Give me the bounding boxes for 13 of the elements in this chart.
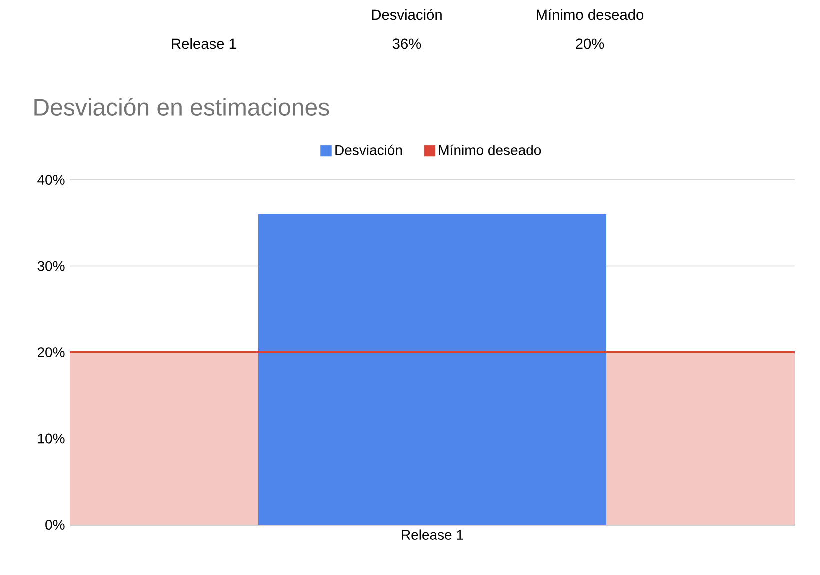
text: Desviación (372, 9, 442, 20)
y-tick-label: 10% (38, 434, 65, 444)
text: 20% (576, 38, 604, 50)
text: 36% (392, 38, 422, 50)
y-tick-label: 0% (46, 520, 65, 530)
legend-label: Mínimo deseado (439, 144, 542, 156)
legend-label: Desviación (336, 144, 402, 156)
text: Mínimo deseado (537, 9, 644, 20)
category-label: Release 1 (172, 38, 236, 50)
y-tick-label: 20% (38, 348, 65, 358)
y-tick-label: 40% (38, 175, 65, 185)
chart-title: Desviación en estimaciones (34, 98, 330, 116)
y-tick-label: 30% (38, 261, 65, 272)
